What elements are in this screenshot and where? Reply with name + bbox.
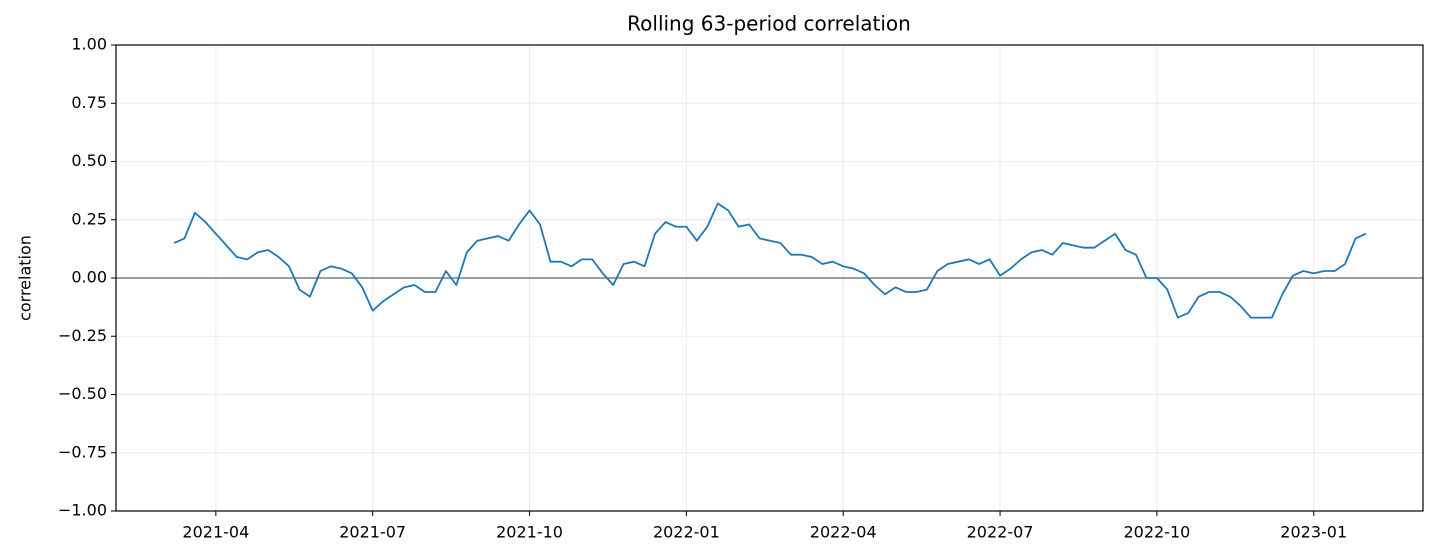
x-tick-label: 2022-07 — [967, 523, 1034, 542]
y-tick-label: 1.00 — [71, 35, 107, 54]
x-tick-label: 2021-04 — [182, 523, 249, 542]
x-tick-label: 2023-01 — [1280, 523, 1347, 542]
y-tick-label: −1.00 — [58, 501, 107, 520]
y-tick-label: −0.25 — [58, 326, 107, 345]
x-tick-label: 2022-10 — [1123, 523, 1190, 542]
y-tick-label: 0.50 — [71, 151, 107, 170]
y-tick-label: 0.75 — [71, 93, 107, 112]
line — [173, 202, 1367, 319]
x-tick-label: 2022-04 — [810, 523, 877, 542]
x-tick-label: 2022-01 — [653, 523, 720, 542]
y-tick-label: −0.50 — [58, 384, 107, 403]
y-tick-label: 0.00 — [71, 268, 107, 287]
y-tick-label: 0.25 — [71, 209, 107, 228]
x-tick-label: 2021-07 — [339, 523, 406, 542]
x-tick-label: 2021-10 — [496, 523, 563, 542]
y-tick-label: −0.75 — [58, 442, 107, 461]
plot-frame — [115, 44, 1424, 512]
chart-title: Rolling 63-period correlation — [627, 12, 911, 36]
y-axis-label: correlation — [16, 235, 35, 321]
